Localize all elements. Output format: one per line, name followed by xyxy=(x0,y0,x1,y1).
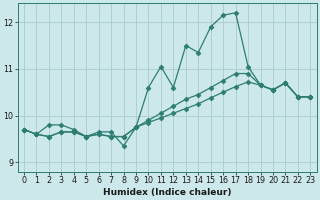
X-axis label: Humidex (Indice chaleur): Humidex (Indice chaleur) xyxy=(103,188,231,197)
